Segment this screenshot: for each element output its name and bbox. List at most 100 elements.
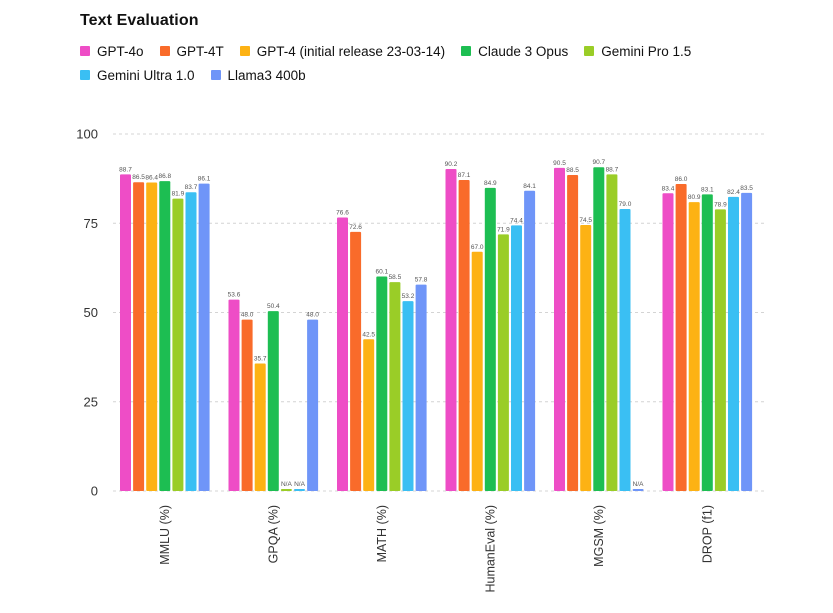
bar — [567, 175, 579, 491]
data-label: 80.9 — [688, 194, 701, 201]
y-tick-label: 50 — [84, 305, 98, 320]
data-label: 53.6 — [228, 292, 241, 299]
data-label: 88.7 — [119, 166, 132, 173]
data-label: 81.9 — [172, 191, 185, 198]
legend-item-gemini-ultra-1-0: Gemini Ultra 1.0 — [80, 66, 195, 84]
data-label: 84.9 — [484, 180, 497, 187]
data-label: 42.5 — [362, 331, 375, 338]
bar — [524, 190, 536, 491]
data-label: N/A — [281, 481, 293, 488]
legend-item-gpt-4t: GPT-4T — [159, 42, 224, 60]
data-label: 83.4 — [662, 185, 675, 192]
data-label: 71.9 — [497, 226, 510, 233]
bar — [445, 168, 457, 491]
bar — [728, 196, 739, 491]
bar — [593, 167, 605, 492]
legend-item-llama3-400b: Llama3 400b — [210, 66, 306, 84]
chart-title: Text Evaluation — [80, 12, 199, 29]
bar — [458, 180, 470, 492]
data-label: 86.8 — [158, 173, 171, 180]
bar — [267, 311, 279, 491]
bar — [619, 208, 631, 491]
bar — [632, 489, 644, 491]
legend-swatch — [159, 46, 170, 56]
legend-label: GPT-4o — [97, 43, 144, 59]
bar — [675, 183, 687, 492]
x-category-label: MMLU (%) — [158, 505, 172, 565]
data-label: 83.5 — [740, 185, 753, 192]
bar — [741, 192, 753, 491]
bar — [120, 174, 131, 491]
data-label: 48.0 — [306, 312, 319, 319]
bar — [254, 363, 266, 491]
chart-legend: GPT-4o GPT-4T GPT-4 (initial release 23-… — [80, 42, 800, 84]
bar — [198, 183, 210, 492]
bar — [350, 231, 362, 491]
bar — [337, 217, 348, 491]
bar — [688, 202, 700, 491]
data-label: 60.1 — [375, 268, 388, 275]
data-label: 72.6 — [349, 224, 362, 231]
bar — [241, 319, 253, 491]
bar — [415, 284, 427, 491]
legend-label: Llama3 400b — [227, 67, 306, 83]
data-label: 78.9 — [714, 201, 727, 208]
data-label: N/A — [294, 481, 306, 488]
data-label: 88.7 — [606, 166, 619, 173]
data-label: 90.5 — [553, 160, 566, 167]
data-label: 86.1 — [198, 176, 211, 183]
bar — [701, 194, 713, 491]
legend-label: Gemini Ultra 1.0 — [97, 67, 195, 83]
data-label: 87.1 — [458, 172, 471, 179]
bar — [714, 209, 726, 491]
bar — [159, 181, 171, 491]
bar — [228, 299, 240, 491]
y-tick-label: 75 — [84, 216, 98, 231]
legend-swatch — [210, 70, 221, 80]
bar — [133, 182, 145, 491]
y-tick-label: 0 — [91, 484, 98, 499]
bar — [376, 276, 388, 491]
legend-swatch — [239, 46, 250, 56]
bar — [363, 339, 375, 491]
bar — [497, 234, 509, 491]
bar — [172, 198, 184, 491]
legend-swatch — [584, 46, 595, 56]
data-label: 67.0 — [471, 244, 484, 251]
legend-swatch — [80, 70, 90, 80]
bar — [471, 251, 483, 491]
x-category-label: GPQA (%) — [266, 505, 280, 563]
bar — [606, 174, 618, 491]
data-label: 90.7 — [592, 159, 605, 166]
data-label: 86.4 — [145, 175, 158, 182]
x-category-label: MGSM (%) — [592, 505, 606, 567]
legend-label: GPT-4T — [176, 43, 224, 59]
data-label: N/A — [633, 481, 645, 488]
x-category-label: HumanEval (%) — [483, 505, 497, 593]
data-label: 79.0 — [619, 201, 632, 208]
legend-label: GPT-4 (initial release 23-03-14) — [256, 43, 446, 59]
data-label: 76.6 — [336, 210, 349, 217]
legend-label: Gemini Pro 1.5 — [601, 43, 692, 59]
bar — [511, 225, 522, 491]
bar — [554, 167, 565, 492]
legend-label: Claude 3 Opus — [478, 43, 569, 59]
data-label: 84.1 — [523, 183, 536, 190]
data-label: 74.5 — [579, 217, 592, 224]
bar — [294, 489, 305, 491]
legend-item-gpt-4o: GPT-4o — [80, 42, 144, 60]
bar — [484, 187, 496, 492]
bar — [580, 225, 592, 491]
y-tick-label: 100 — [76, 127, 98, 142]
data-label: 86.0 — [675, 176, 688, 183]
bar — [662, 193, 674, 491]
y-tick-label: 25 — [84, 394, 98, 409]
data-label: 90.2 — [445, 161, 458, 168]
data-label: 35.7 — [254, 356, 267, 363]
data-label: 88.5 — [566, 167, 579, 174]
data-label: 53.2 — [402, 293, 415, 300]
data-label: 82.4 — [727, 189, 740, 196]
x-category-label: DROP (f1) — [700, 505, 714, 563]
bar — [307, 319, 319, 491]
